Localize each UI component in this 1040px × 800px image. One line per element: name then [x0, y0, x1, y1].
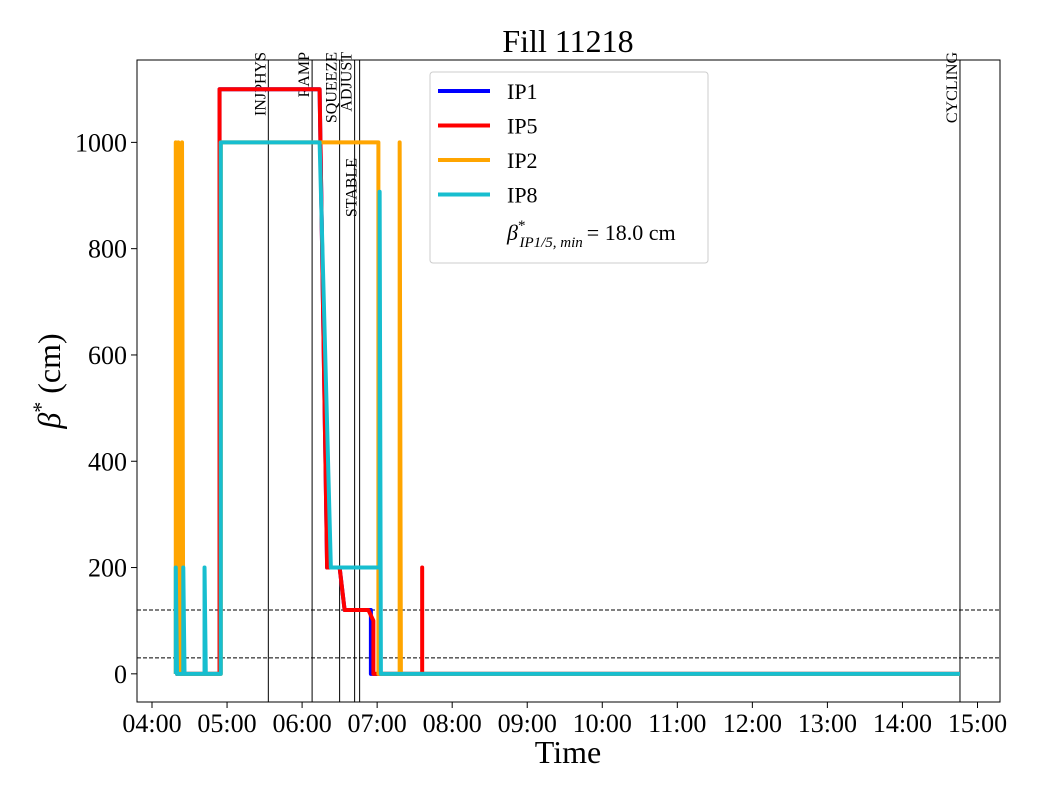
y-tick-label: 600 — [88, 341, 127, 370]
event-label: ADJUST — [339, 52, 356, 112]
x-tick-label: 05:00 — [197, 709, 256, 738]
y-tick-label: 1000 — [75, 128, 127, 157]
legend-annotation: β* IP1/5, min = 18.0 cm — [506, 218, 676, 251]
x-tick-label: 07:00 — [348, 709, 407, 738]
event-label: SQUEEZE — [324, 52, 341, 123]
y-axis-label: β* (cm) — [28, 333, 67, 429]
y-label-sup: * — [28, 402, 53, 413]
series-line — [173, 140, 960, 676]
x-tick-label: 13:00 — [798, 709, 857, 738]
event-label: RAMP — [296, 52, 313, 97]
annotation-sub: IP1/5, min — [518, 235, 582, 251]
legend-label: IP1 — [507, 79, 538, 104]
legend-label: IP2 — [507, 148, 538, 173]
chart-title: Fill 11218 — [502, 23, 633, 59]
legend-label: IP5 — [507, 114, 538, 139]
x-tick-label: 12:00 — [723, 709, 782, 738]
legend-label: IP8 — [507, 183, 538, 208]
y-label-unit: (cm) — [31, 333, 67, 393]
y-tick-label: 800 — [88, 235, 127, 264]
x-axis-label: Time — [535, 734, 601, 770]
x-tick-label: 04:00 — [122, 709, 181, 738]
x-tick-label: 15:00 — [948, 709, 1007, 738]
x-tick-label: 08:00 — [423, 709, 482, 738]
event-label: INJPHYS — [252, 52, 269, 116]
x-tick-label: 14:00 — [873, 709, 932, 738]
event-label: STABLE — [344, 158, 361, 217]
x-tick-label: 09:00 — [498, 709, 557, 738]
plot-frame — [136, 59, 1001, 703]
y-label-symbol: β — [31, 413, 67, 430]
y-tick-label: 200 — [88, 554, 127, 583]
y-tick-label: 400 — [88, 447, 127, 476]
legend-box — [429, 71, 709, 264]
x-tick-label: 06:00 — [272, 709, 331, 738]
x-tick-label: 10:00 — [573, 709, 632, 738]
annotation-symbol: β — [506, 220, 518, 245]
annotation-sup: * — [518, 218, 526, 234]
event-label: CYCLING — [944, 52, 961, 124]
x-tick-label: 11:00 — [648, 709, 706, 738]
series-line — [175, 87, 960, 676]
y-tick-label: 0 — [114, 660, 127, 689]
annotation-text: = 18.0 cm — [587, 220, 676, 245]
